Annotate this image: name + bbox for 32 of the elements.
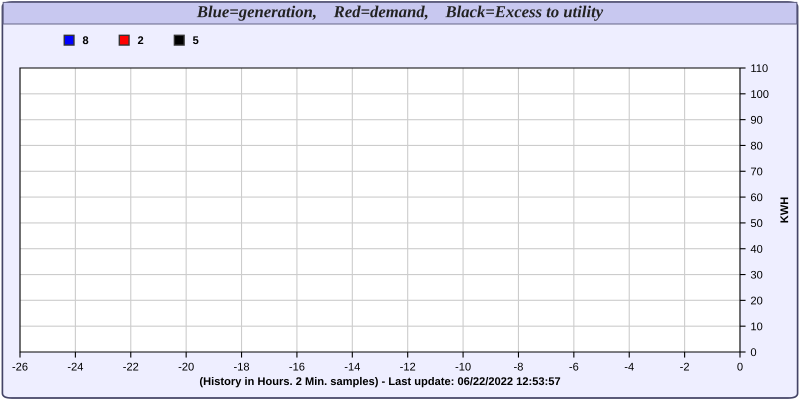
y-tick-label: 100	[751, 90, 769, 98]
x-tick-label: -10	[456, 362, 471, 371]
y-tick-label: 30	[750, 270, 762, 279]
x-tick-label: -22	[123, 362, 138, 370]
y-tick-label: 90	[750, 116, 762, 124]
y-tick-label: 60	[750, 193, 762, 202]
y-tick-label: 70	[750, 168, 762, 176]
legend-label: 8	[82, 36, 88, 44]
y-tick-label: 10	[751, 322, 762, 330]
y-tick-label: 80	[750, 142, 762, 150]
x-tick-label: -14	[344, 362, 360, 370]
x-tick-label: -26	[12, 362, 28, 371]
x-tick-label: -6	[569, 362, 578, 371]
chart-title: Blue=generation, Red=demand, Black=Excess to utility	[196, 6, 604, 21]
y-tick-label: 40	[750, 244, 762, 253]
x-tick-label: -20	[178, 362, 194, 371]
legend-label: 2	[138, 36, 144, 44]
x-tick-label: -8	[514, 362, 523, 371]
y-tick-label: 20	[750, 296, 762, 304]
x-tick-label: -16	[289, 362, 304, 371]
x-tick-label: -2	[680, 362, 689, 370]
y-tick-label: 110	[751, 64, 768, 72]
y-tick-label: 50	[750, 219, 762, 228]
x-tick-label: 0	[737, 362, 743, 371]
x-axis-title: (History in Hours. 2 Min. samples) - Last update: 06/22/2022 12:53:57	[200, 376, 560, 388]
x-tick-label: -12	[400, 362, 416, 370]
x-tick-label: -4	[624, 362, 634, 370]
y-axis-title: KWH	[780, 197, 788, 223]
legend-label: 5	[192, 36, 198, 44]
x-tick-label: -18	[234, 362, 250, 371]
x-tick-label: -24	[68, 362, 84, 370]
y-tick-label: 0	[750, 348, 756, 356]
